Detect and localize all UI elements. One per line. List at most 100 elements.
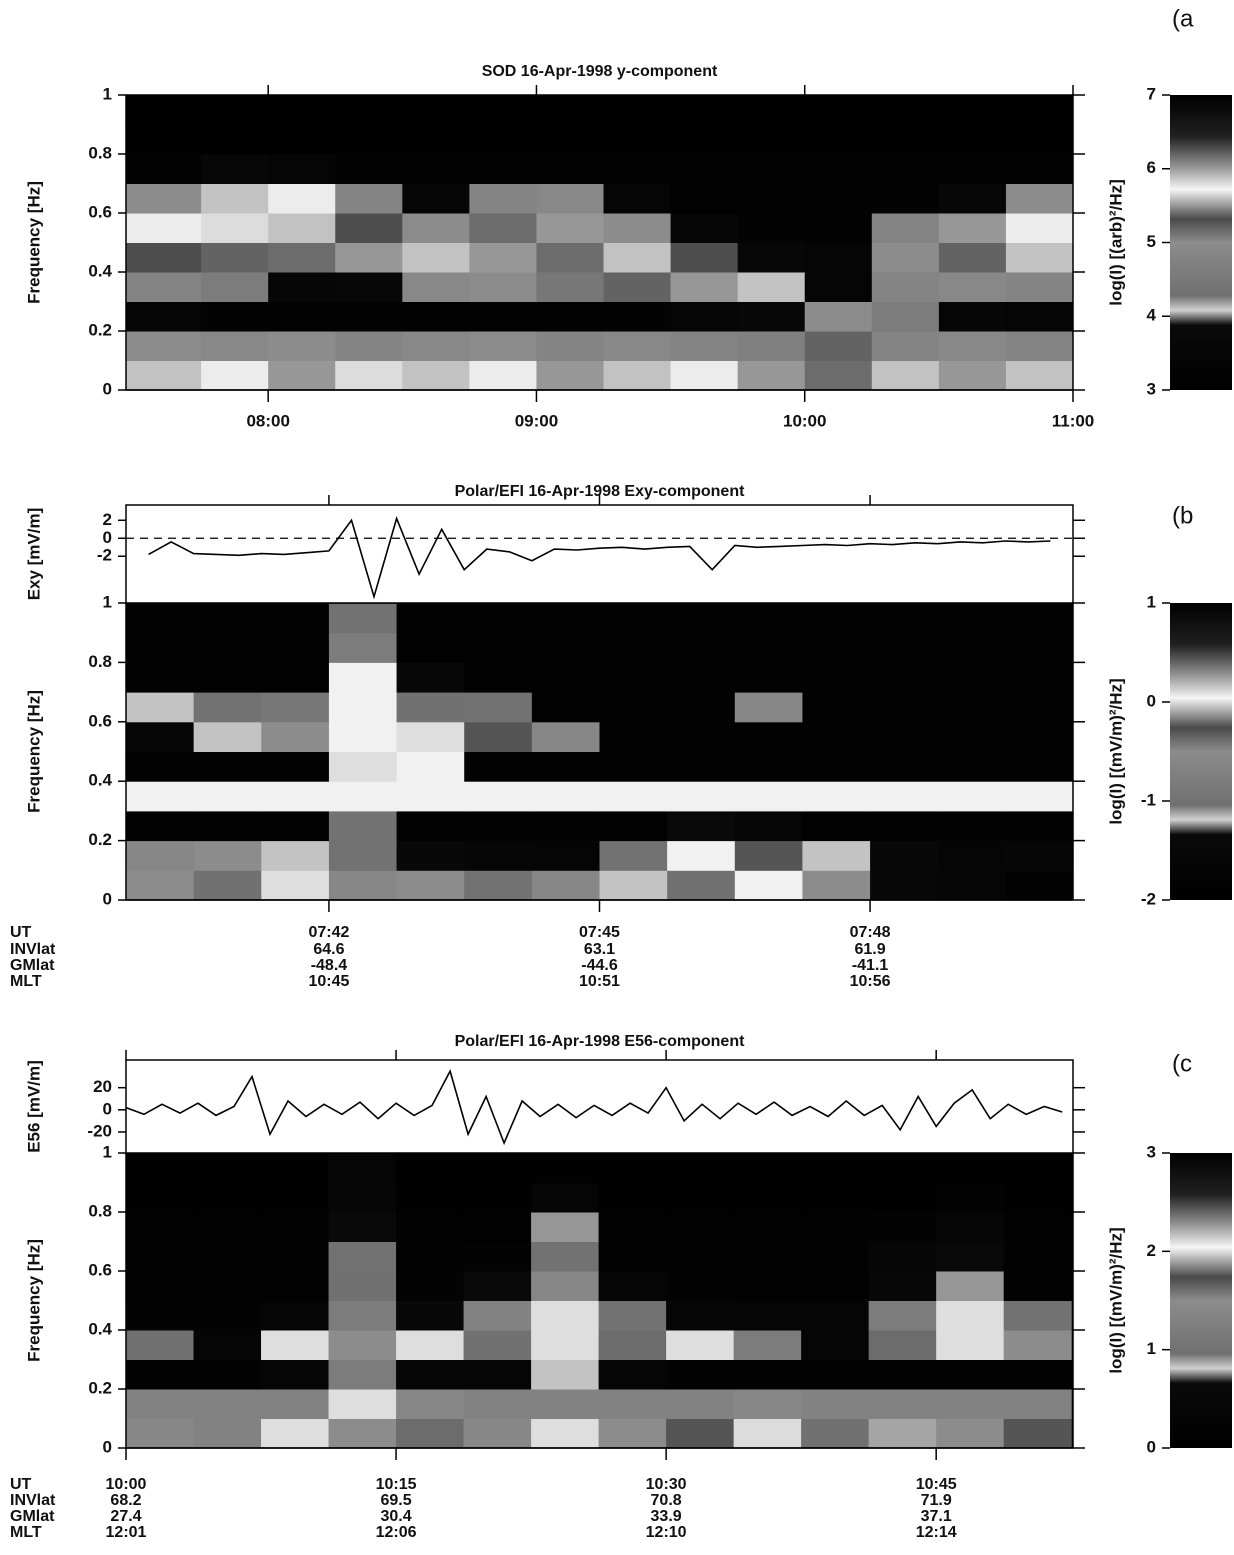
spectrogram-cell bbox=[532, 633, 600, 663]
spectrogram-cell bbox=[329, 662, 397, 692]
spectrogram-cell bbox=[464, 722, 532, 752]
y-axis-label: Exy [mV/m] bbox=[24, 508, 43, 601]
spectrogram-cell bbox=[671, 213, 739, 243]
spectrogram-cell bbox=[402, 272, 470, 302]
spectrogram-cell bbox=[936, 1330, 1004, 1360]
spectrogram-cell bbox=[201, 95, 269, 125]
spectrogram-cell bbox=[667, 870, 735, 900]
spectrogram-cell bbox=[1006, 361, 1074, 391]
spectrogram-cell bbox=[464, 1330, 532, 1360]
spectrogram-cell bbox=[738, 272, 806, 302]
x-tick-label: 10:45 bbox=[916, 1476, 957, 1493]
spectrogram-cell bbox=[600, 662, 668, 692]
x-tick-label: 08:00 bbox=[246, 411, 289, 430]
spectrogram-cell bbox=[1005, 662, 1073, 692]
spectrogram-cell bbox=[666, 1153, 734, 1183]
spectrogram-cell bbox=[261, 1153, 329, 1183]
spectrogram-cell bbox=[126, 1212, 194, 1242]
spectrogram-cell bbox=[469, 125, 537, 155]
spectrogram-cell bbox=[335, 243, 403, 273]
spectrogram-cell bbox=[335, 125, 403, 155]
spectrogram-cell bbox=[735, 870, 803, 900]
spectrogram-cell bbox=[604, 272, 672, 302]
spectrogram-cell bbox=[604, 302, 672, 332]
figure: (aSOD 16-Apr-1998 y-component00.20.40.60… bbox=[0, 0, 1234, 1555]
spectrogram-cell bbox=[1004, 1183, 1072, 1213]
spectrogram-cell bbox=[201, 125, 269, 155]
spectrogram-cell bbox=[604, 243, 672, 273]
spectrogram-cell bbox=[268, 95, 336, 125]
ephemeris-value: 71.9 bbox=[921, 1492, 952, 1509]
spectrogram-cell bbox=[738, 213, 806, 243]
spectrogram-cell bbox=[938, 752, 1006, 782]
spectrogram-cell bbox=[126, 781, 194, 811]
spectrogram-cell bbox=[805, 302, 873, 332]
y-axis-label: E56 [mV/m] bbox=[24, 1060, 43, 1153]
spectrogram-cell bbox=[126, 272, 202, 302]
spectrogram-cell bbox=[939, 331, 1007, 361]
spectrogram-cell bbox=[261, 662, 329, 692]
spectrogram-cell bbox=[600, 781, 668, 811]
ephemeris-value: 70.8 bbox=[651, 1492, 682, 1509]
spectrogram-cell bbox=[335, 331, 403, 361]
spectrogram-cell bbox=[531, 1212, 599, 1242]
spectrogram-cell bbox=[801, 1183, 869, 1213]
y-tick-label: 20 bbox=[93, 1077, 112, 1096]
spectrogram-cell bbox=[1005, 752, 1073, 782]
spectrogram-cell bbox=[464, 1419, 532, 1449]
spectrogram-cell bbox=[870, 870, 938, 900]
ephemeris-value: 69.5 bbox=[380, 1492, 411, 1509]
spectrogram-cell bbox=[126, 692, 194, 722]
spectrogram-cell bbox=[268, 243, 336, 273]
spectrogram-cell bbox=[194, 811, 262, 841]
spectrogram-cell bbox=[126, 213, 202, 243]
spectrogram-cell bbox=[126, 722, 194, 752]
spectrogram-cell bbox=[126, 125, 202, 155]
ephemeris-value: 12:01 bbox=[106, 1524, 147, 1541]
y-tick-label: 0 bbox=[103, 889, 112, 908]
spectrogram-cell bbox=[938, 781, 1006, 811]
spectrogram-cell bbox=[536, 243, 604, 273]
spectrogram-cell bbox=[201, 302, 269, 332]
spectrogram-cell bbox=[396, 1183, 464, 1213]
ephemeris-value: 12:10 bbox=[646, 1524, 687, 1541]
spectrogram-cell bbox=[600, 841, 668, 871]
spectrogram-cell bbox=[397, 870, 465, 900]
spectrogram-cell bbox=[397, 752, 465, 782]
spectrogram-cell bbox=[936, 1212, 1004, 1242]
spectrogram-cell bbox=[469, 302, 537, 332]
spectrogram-cell bbox=[329, 1360, 397, 1390]
spectrogram-cell bbox=[738, 361, 806, 391]
spectrogram-cell bbox=[268, 302, 336, 332]
x-tick-label: 10:30 bbox=[646, 1476, 687, 1493]
ephemeris-name: GMlat bbox=[10, 1508, 55, 1525]
spectrogram-cell bbox=[268, 154, 336, 184]
spectrogram-cell bbox=[261, 1389, 329, 1419]
spectrogram-cell bbox=[261, 692, 329, 722]
spectrogram-cell bbox=[1005, 633, 1073, 663]
spectrogram-cell bbox=[869, 1183, 937, 1213]
spectrogram-cell bbox=[666, 1301, 734, 1331]
spectrogram-cell bbox=[938, 841, 1006, 871]
spectrogram-cell bbox=[805, 125, 873, 155]
y-tick-label: 0.8 bbox=[88, 652, 112, 671]
spectrogram-cell bbox=[801, 1271, 869, 1301]
spectrogram-cell bbox=[735, 811, 803, 841]
spectrogram-cell bbox=[738, 184, 806, 214]
spectrogram-cell bbox=[666, 1212, 734, 1242]
chart-title: Polar/EFI 16-Apr-1998 E56-component bbox=[455, 1033, 746, 1050]
spectrogram-cell bbox=[329, 1212, 397, 1242]
spectrogram-cell bbox=[126, 95, 202, 125]
spectrogram-cell bbox=[329, 692, 397, 722]
spectrogram-cell bbox=[396, 1242, 464, 1272]
spectrogram-cell bbox=[671, 272, 739, 302]
spectrogram-cell bbox=[335, 184, 403, 214]
spectrogram-cell bbox=[667, 841, 735, 871]
spectrogram-cell bbox=[938, 870, 1006, 900]
x-tick-label: 07:42 bbox=[308, 924, 349, 941]
spectrogram-cell bbox=[872, 213, 940, 243]
spectrogram-cell bbox=[734, 1271, 802, 1301]
spectrogram-cell bbox=[261, 603, 329, 633]
spectrogram-cell bbox=[1004, 1242, 1072, 1272]
spectrogram-cell bbox=[936, 1183, 1004, 1213]
